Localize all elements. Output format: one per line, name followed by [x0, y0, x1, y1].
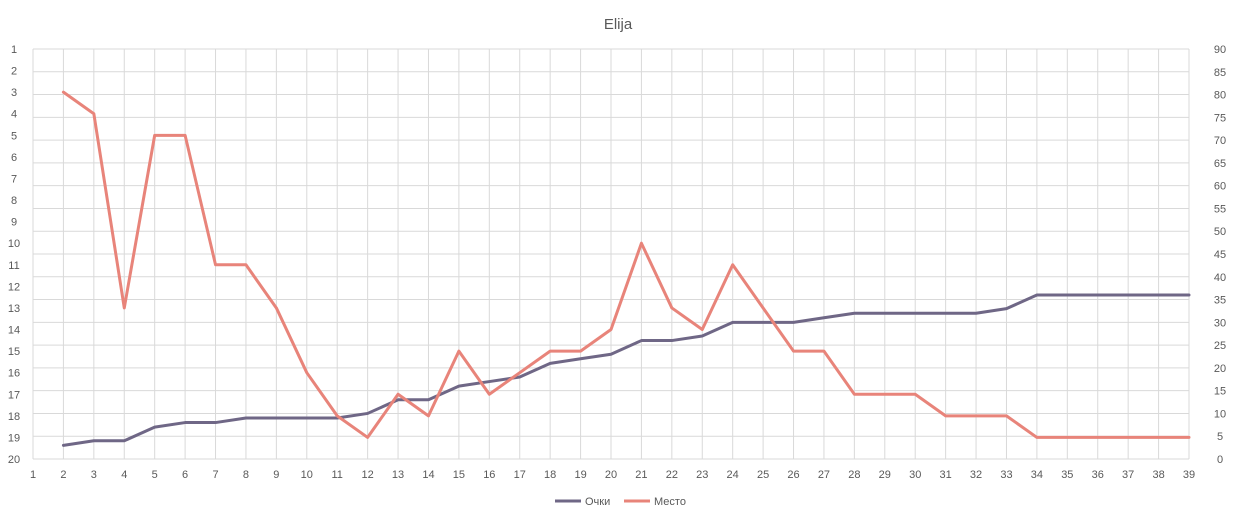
left-axis-tick-label: 1	[11, 44, 17, 56]
x-tick-label: 34	[1031, 469, 1043, 481]
left-axis-tick-label: 5	[11, 130, 17, 142]
x-tick-label: 19	[574, 469, 586, 481]
left-axis-tick-label: 18	[8, 411, 20, 423]
right-axis-tick-label: 90	[1214, 44, 1226, 56]
x-tick-label: 35	[1061, 469, 1073, 481]
left-axis-tick-label: 16	[8, 368, 20, 380]
left-axis-tick-label: 9	[11, 217, 17, 229]
right-axis-tick-label: 20	[1214, 363, 1226, 375]
left-axis-tick-label: 4	[11, 109, 17, 121]
legend-label-ochki: Очки	[585, 496, 610, 508]
x-tick-label: 33	[1000, 469, 1012, 481]
left-axis-tick-label: 20	[8, 454, 20, 466]
right-axis-tick-label: 0	[1217, 454, 1223, 466]
horizontal-gridlines	[33, 48, 1189, 460]
right-axis-tick-label: 65	[1214, 158, 1226, 170]
right-axis-ticks: 0 5 10 15 20 25 30 35 40 45 50 55 60 65 70 75 80 85 90	[1214, 44, 1226, 466]
x-tick-label: 10	[301, 469, 313, 481]
series-line-mesto	[61, 90, 1191, 439]
x-tick-label: 32	[970, 469, 982, 481]
x-tick-label: 12	[362, 469, 374, 481]
left-axis-tick-label: 17	[8, 389, 20, 401]
series-layer	[61, 90, 1191, 447]
left-axis-tick-label: 10	[8, 238, 20, 250]
x-tick-label: 17	[514, 469, 526, 481]
left-axis-tick-label: 6	[11, 152, 17, 164]
x-tick-label: 21	[635, 469, 647, 481]
left-axis-tick-label: 13	[8, 303, 20, 315]
x-tick-label: 31	[940, 469, 952, 481]
x-tick-label: 6	[182, 469, 188, 481]
left-axis-tick-label: 7	[11, 173, 17, 185]
right-axis-tick-label: 45	[1214, 249, 1226, 261]
x-tick-label: 20	[605, 469, 617, 481]
right-axis-tick-label: 15	[1214, 386, 1226, 398]
right-axis-tick-label: 10	[1214, 408, 1226, 420]
right-axis-tick-label: 70	[1214, 135, 1226, 147]
x-tick-label: 37	[1122, 469, 1134, 481]
right-axis-tick-label: 30	[1214, 317, 1226, 329]
chart-title: Elija	[604, 16, 633, 33]
x-tick-label: 25	[757, 469, 769, 481]
x-tick-label: 9	[273, 469, 279, 481]
right-axis-tick-label: 35	[1214, 295, 1226, 307]
x-tick-label: 11	[331, 469, 342, 481]
x-tick-label: 15	[453, 469, 465, 481]
legend: Очки Место	[555, 496, 686, 508]
x-tick-label: 30	[909, 469, 921, 481]
x-tick-label: 39	[1183, 469, 1195, 481]
series-line-ochki	[61, 293, 1191, 447]
x-tick-label: 23	[696, 469, 708, 481]
right-axis-tick-label: 5	[1217, 431, 1223, 443]
left-axis-tick-label: 15	[8, 346, 20, 358]
left-axis-tick-label: 3	[11, 87, 17, 99]
right-axis-tick-label: 50	[1214, 226, 1226, 238]
right-axis-tick-label: 55	[1214, 203, 1226, 215]
right-axis-tick-label: 85	[1214, 67, 1226, 79]
right-axis-tick-label: 80	[1214, 90, 1226, 102]
x-tick-label: 14	[422, 469, 434, 481]
x-tick-label: 13	[392, 469, 404, 481]
x-tick-label: 36	[1092, 469, 1104, 481]
x-tick-label: 8	[243, 469, 249, 481]
x-tick-label: 28	[848, 469, 860, 481]
right-axis-tick-label: 75	[1214, 112, 1226, 124]
x-tick-label: 5	[152, 469, 158, 481]
left-axis-tick-label: 14	[8, 325, 20, 337]
left-axis-tick-label: 2	[11, 66, 17, 78]
x-tick-label: 22	[666, 469, 678, 481]
right-axis-tick-label: 40	[1214, 272, 1226, 284]
x-tick-label: 18	[544, 469, 556, 481]
x-tick-label: 29	[879, 469, 891, 481]
x-tick-label: 38	[1152, 469, 1164, 481]
x-tick-label: 27	[818, 469, 830, 481]
x-tick-label: 3	[91, 469, 97, 481]
x-tick-label: 4	[121, 469, 127, 481]
x-tick-label: 7	[212, 469, 218, 481]
left-axis-tick-label: 11	[8, 260, 19, 272]
x-axis-ticks: 1 2 3 4 5 6 7 8 9 10 11 12 13 14 15 16 17 18 19 20 21 22 23 24 2…	[30, 469, 1195, 481]
x-tick-label: 26	[787, 469, 799, 481]
left-axis-tick-label: 8	[11, 195, 17, 207]
x-tick-label: 16	[483, 469, 495, 481]
x-tick-label: 24	[727, 469, 739, 481]
right-axis-tick-label: 60	[1214, 181, 1226, 193]
left-axis-tick-label: 19	[8, 432, 20, 444]
legend-label-mesto: Место	[654, 496, 686, 508]
right-axis-tick-label: 25	[1214, 340, 1226, 352]
x-tick-label: 2	[60, 469, 66, 481]
x-tick-label: 1	[30, 469, 36, 481]
left-axis-tick-label: 12	[8, 281, 20, 293]
